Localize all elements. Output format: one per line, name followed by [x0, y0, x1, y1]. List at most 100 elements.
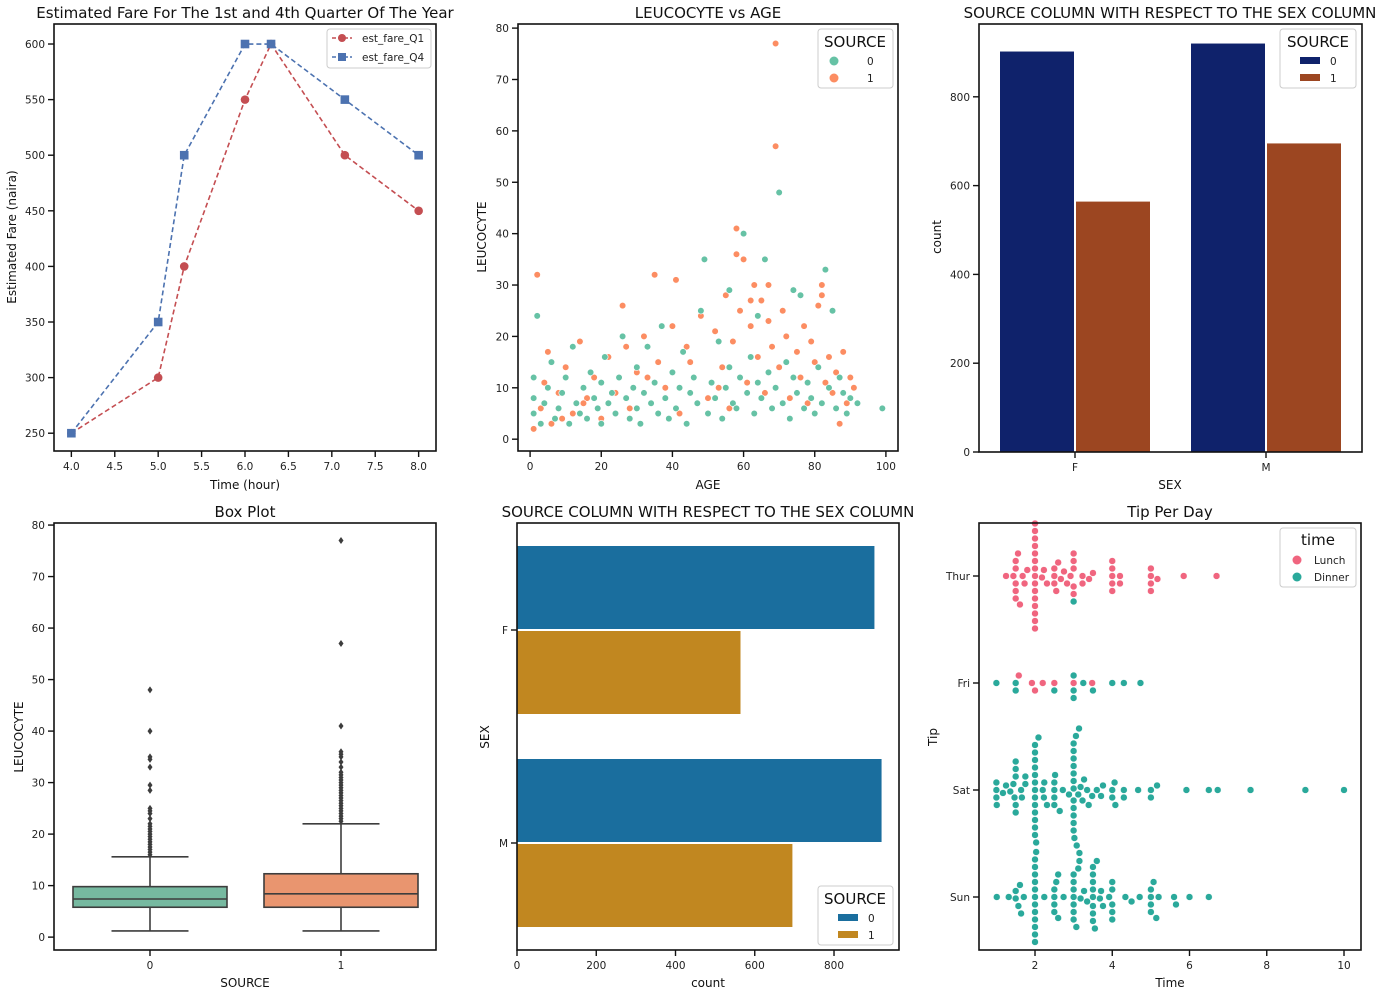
swarm-point-Sat-Dinner — [1076, 783, 1085, 791]
swarm-point-Sun-Dinner — [1149, 878, 1158, 886]
swarm-point-Sun-Dinner — [1070, 900, 1078, 909]
y-tick-label: Sun — [950, 892, 970, 904]
chart-title-barh: SOURCE COLUMN WITH RESPECT TO THE SEX CO… — [502, 503, 915, 521]
swarm-point-Sun-Dinner — [1127, 897, 1136, 906]
y-tick-label: 200 — [950, 358, 970, 370]
data-point-source-0 — [547, 358, 556, 366]
data-point-source-0 — [779, 399, 787, 407]
swarm-point-Thur-Lunch — [1031, 542, 1039, 550]
swarm-point-Sun-Dinner — [1031, 855, 1039, 864]
data-point-source-0 — [772, 384, 780, 392]
x-tick-label: M — [1261, 462, 1270, 474]
outlier-point — [338, 758, 344, 766]
outlier-point — [338, 763, 344, 771]
y-tick-label: 400 — [950, 269, 970, 281]
swarm-point-Sat-Dinner — [1147, 786, 1155, 794]
legend-title: SOURCE — [824, 33, 886, 51]
swarm-point-Fri-Lunch — [1070, 679, 1078, 687]
axes-frame — [53, 23, 437, 452]
swarm-point-Thur-Lunch — [1108, 579, 1116, 588]
data-point-source-1 — [814, 301, 822, 310]
swarm-point-Fri-Lunch — [1039, 679, 1047, 687]
swarm-point-Thur-Lunch — [1089, 569, 1097, 577]
swarm-point-Sun-Dinner — [1059, 893, 1068, 901]
data-point-source-1 — [832, 368, 840, 376]
data-point-source-0 — [537, 420, 545, 428]
swarm-point-Thur-Lunch — [1108, 557, 1116, 565]
data-point-source-0 — [786, 415, 794, 423]
swarm-point-Sat-Dinner — [1120, 786, 1128, 794]
data-point-source-1 — [668, 322, 677, 330]
y-tick-label: 400 — [25, 261, 45, 273]
y-tick-label: 40 — [32, 726, 45, 738]
swarm-point-Thur-Lunch — [1147, 579, 1155, 588]
axes-frame — [978, 522, 1362, 951]
legend-frame — [326, 28, 432, 69]
data-point-source-0 — [693, 399, 701, 407]
swarm-point-Sun-Dinner — [1031, 915, 1039, 924]
swarm-point-Sat-Dinner — [999, 789, 1007, 797]
swarm-point-Sun-Dinner — [1089, 893, 1097, 901]
legend-label-1: 1 — [867, 73, 874, 85]
data-point-source-0 — [636, 420, 644, 428]
swarm-point-Thur-Lunch — [1070, 590, 1078, 598]
data-point-source-0 — [601, 353, 609, 361]
data-point-est_fare_Q4 — [67, 428, 76, 438]
data-point-source-1 — [779, 307, 787, 315]
swarm-point-Thur-Lunch — [1031, 527, 1039, 535]
swarm-point-Sat-Dinner — [1301, 786, 1309, 794]
data-point-source-0 — [789, 373, 797, 382]
swarm-point-Sat-Dinner — [1070, 777, 1078, 785]
x-tick-label: 7.5 — [367, 461, 384, 473]
swarm-point-Thur-Lunch — [1085, 575, 1093, 583]
data-point-source-1 — [796, 373, 805, 382]
swarm-point-Sat-Dinner — [1012, 757, 1020, 766]
swarm-point-Thur-Lunch — [1054, 558, 1062, 567]
data-point-source-0 — [626, 415, 634, 423]
data-point-source-1 — [579, 399, 588, 407]
data-point-source-0 — [544, 384, 552, 392]
data-point-source-0 — [629, 384, 637, 392]
swarm-point-Sat-Dinner — [1070, 834, 1079, 842]
swarm-point-Sat-Dinner — [1214, 786, 1222, 794]
data-point-source-1 — [772, 142, 780, 150]
data-point-source-1 — [640, 332, 648, 341]
y-tick-label: 60 — [496, 126, 509, 138]
x-tick-label: 5.0 — [150, 461, 167, 473]
y-tick-label: 30 — [32, 778, 45, 790]
axes-frame — [517, 23, 899, 452]
data-point-source-1 — [686, 358, 694, 366]
data-point-source-0 — [768, 404, 776, 412]
data-point-source-0 — [579, 384, 588, 392]
swarm-point-Sat-Dinner — [1099, 781, 1107, 790]
y-tick-label: 600 — [25, 39, 45, 51]
y-tick-label: 0 — [502, 434, 509, 446]
swarm-point-Sat-Dinner — [1040, 793, 1048, 802]
swarm-point-Sat-Dinner — [1088, 792, 1096, 800]
swarm-point-Thur-Lunch — [1012, 557, 1020, 565]
swarm-point-Sat-Dinner — [1009, 780, 1017, 788]
data-point-source-1 — [775, 363, 783, 371]
swarm-point-Fri-Dinner — [1070, 694, 1078, 702]
y-tick-label: 50 — [32, 675, 45, 687]
swarm-point-Sun-Dinner — [1050, 908, 1058, 916]
swarm-point-Thur-Lunch — [1014, 549, 1022, 558]
swarm-point-Fri-Dinner — [1050, 686, 1058, 695]
swarm-point-Thur-Lunch — [1153, 575, 1162, 583]
swarm-point-Sun-Dinner — [1089, 917, 1097, 925]
swarm-point-Sun-Dinner — [1070, 908, 1078, 916]
swarm-point-Sat-Dinner — [1031, 831, 1039, 839]
data-point-source-0 — [604, 399, 612, 407]
swarm-point-Sun-Dinner — [1089, 885, 1097, 894]
swarm-point-Sat-Dinner — [1070, 804, 1078, 812]
data-point-source-1 — [590, 373, 598, 382]
data-point-source-1 — [675, 409, 684, 418]
outlier-point — [147, 727, 153, 735]
data-point-source-1 — [850, 384, 858, 392]
swarm-point-Thur-Lunch — [1031, 557, 1039, 565]
data-point-source-0 — [711, 394, 719, 402]
swarm-point-Sun-Dinner — [1089, 870, 1097, 879]
data-point-source-1 — [540, 379, 548, 387]
swarm-point-Thur-Lunch — [1057, 575, 1065, 583]
swarm-point-Thur-Lunch — [1050, 579, 1058, 588]
